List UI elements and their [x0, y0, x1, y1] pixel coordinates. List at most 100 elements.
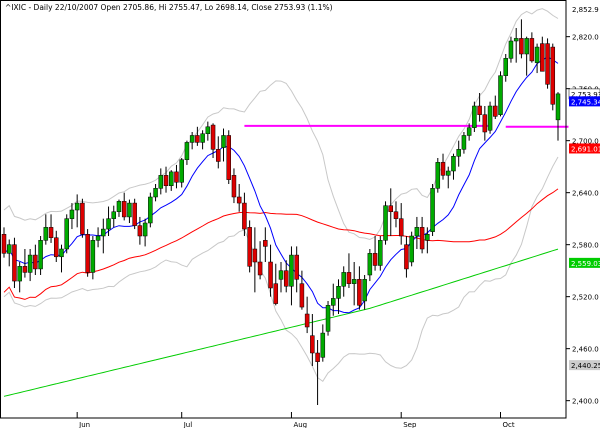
candle-up: [367, 253, 373, 276]
candle-down: [540, 43, 545, 72]
candle-down: [257, 261, 263, 276]
ma-long-line: [3, 248, 559, 397]
candle-up: [289, 254, 294, 287]
candle-up: [221, 135, 226, 148]
candle-down: [299, 283, 305, 308]
candle-down: [163, 175, 169, 186]
candle-up: [351, 279, 357, 284]
candle-down: [263, 240, 268, 247]
candle-down: [121, 201, 127, 218]
candle-up: [487, 105, 493, 131]
candle-up: [430, 188, 435, 232]
candle-down: [550, 46, 556, 105]
candle-up: [409, 235, 414, 263]
y-tick-label: 2,640.0: [572, 190, 599, 198]
candle-down: [346, 272, 352, 284]
x-tick-label: Oct: [503, 421, 515, 428]
candle-down: [231, 175, 237, 198]
y-top-label: 2,852.9: [572, 6, 599, 14]
candle-down: [404, 244, 409, 270]
candle-up: [116, 201, 122, 212]
candle-up: [378, 240, 383, 266]
candle-down: [54, 237, 59, 258]
candle-down: [315, 352, 320, 362]
price-tag-box: [569, 143, 600, 154]
candle-up: [38, 240, 43, 270]
price-tag-label: 2,559.03: [571, 260, 600, 268]
candle-down: [294, 254, 299, 280]
candle-down: [80, 202, 85, 235]
candle-up: [435, 162, 441, 189]
candle-down: [477, 105, 482, 115]
candle-down: [393, 211, 399, 219]
candle-up: [325, 305, 331, 332]
candle-up: [498, 75, 503, 115]
x-tick-label: Jun: [78, 421, 90, 428]
candle-down: [12, 244, 17, 282]
y-tick-label: 2,700.0: [572, 138, 599, 146]
candle-up: [184, 142, 190, 160]
candle-up: [336, 286, 341, 299]
candle-down: [216, 149, 221, 162]
candle-up: [6, 244, 12, 254]
y-tick-label: 2,460.0: [572, 346, 599, 354]
price-tag-box: [569, 96, 600, 107]
y-tick-label: 2,820.0: [572, 34, 599, 42]
price-tag-label: 2,691.01: [571, 145, 600, 153]
candle-up: [205, 126, 211, 134]
candle-down: [210, 124, 216, 150]
candle-down: [273, 283, 279, 304]
candle-up: [168, 171, 174, 186]
candle-up: [200, 133, 205, 143]
candle-up: [466, 127, 472, 136]
candle-up: [425, 234, 430, 241]
candle-up: [158, 175, 164, 189]
candle-down: [22, 266, 28, 273]
candle-up: [451, 156, 456, 172]
candle-up: [503, 58, 508, 76]
candle-up: [64, 218, 69, 250]
candle-up: [445, 170, 451, 176]
candle-down: [388, 205, 394, 212]
chart-title: ^IXIC - Daily 22/10/2007 Open 2705.86, H…: [5, 3, 333, 12]
candle-up: [331, 298, 336, 306]
ma-short-line: [3, 56, 559, 314]
candle-up: [43, 227, 49, 241]
candle-down: [247, 227, 252, 267]
candle-up: [278, 270, 284, 280]
candle-up: [142, 222, 148, 237]
candle-down: [132, 202, 137, 226]
candle-down: [398, 218, 404, 237]
ma-medium-line: [3, 188, 559, 300]
candle-up: [106, 218, 111, 230]
candle-up: [362, 279, 367, 302]
candle-up: [148, 196, 153, 224]
candle-up: [341, 272, 346, 287]
x-tick-label: Sep: [403, 421, 417, 428]
candle-up: [127, 202, 132, 218]
candle-down: [357, 279, 362, 306]
candle-down: [283, 270, 289, 287]
candle-down: [48, 227, 54, 238]
y-tick-label: 2,580.0: [572, 242, 599, 250]
candle-up: [153, 188, 158, 198]
candle-up: [456, 149, 461, 157]
candle-down: [268, 261, 273, 289]
candle-down: [174, 171, 179, 183]
x-tick-label: Aug: [293, 421, 307, 428]
candle-down: [85, 234, 90, 273]
candle-up: [69, 209, 75, 219]
candle-up: [74, 202, 80, 211]
candle-up: [508, 40, 514, 59]
candle-up: [179, 159, 184, 183]
candle-up: [27, 254, 33, 273]
candle-down: [252, 248, 258, 263]
y-tick-label: 2,400.0: [572, 398, 599, 406]
candle-up: [555, 93, 561, 121]
candle-down: [493, 105, 498, 117]
price-tag-box: [569, 257, 600, 268]
price-tag-label: 2,753.93: [571, 91, 600, 99]
candle-up: [524, 38, 529, 55]
